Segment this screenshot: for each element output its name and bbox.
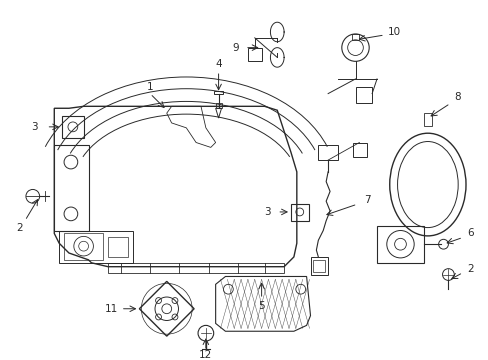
Text: 7: 7 (363, 195, 370, 205)
Text: 4: 4 (215, 59, 222, 69)
Text: 1: 1 (146, 82, 153, 92)
Text: 6: 6 (467, 229, 473, 238)
Text: 3: 3 (31, 122, 38, 132)
Circle shape (223, 284, 233, 294)
Text: 9: 9 (232, 42, 239, 53)
Text: 12: 12 (199, 350, 212, 360)
Text: 2: 2 (17, 222, 23, 233)
Text: 11: 11 (104, 304, 118, 314)
Text: 3: 3 (264, 207, 270, 217)
Text: 2: 2 (467, 264, 473, 274)
Circle shape (295, 284, 305, 294)
Text: 8: 8 (453, 91, 460, 102)
Text: 5: 5 (258, 301, 264, 311)
Text: 10: 10 (387, 27, 400, 37)
